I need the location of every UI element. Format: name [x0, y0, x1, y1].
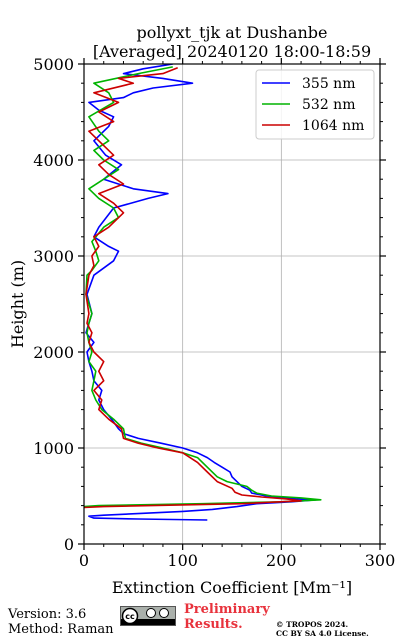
legend-label: 532 nm	[302, 97, 355, 113]
cc-badge-text: cc	[125, 612, 135, 621]
y-tick-label: 2000	[33, 343, 74, 362]
cc-by-sa-icon: cc	[120, 606, 176, 626]
plot-frame	[83, 63, 381, 545]
version-text: Version: 3.6	[8, 607, 87, 622]
preliminary-line1: Preliminary	[184, 602, 270, 617]
legend-label: 1064 nm	[302, 118, 364, 134]
legend-label: 355 nm	[302, 76, 355, 92]
legend-box	[255, 69, 375, 140]
x-tick-label: 100	[167, 551, 198, 570]
series-line-1064-nm	[84, 67, 302, 509]
y-tick-label: 1000	[33, 439, 74, 458]
y-tick-label: 0	[64, 535, 74, 554]
preliminary-line2: Results.	[184, 617, 243, 632]
x-tick-label: 0	[79, 551, 89, 570]
chart-subtitle: [Averaged] 20240120 18:00-18:59	[93, 42, 371, 61]
x-tick-label: 300	[365, 551, 396, 570]
chart-title: pollyxt_tjk at Dushanbe	[136, 23, 327, 42]
preliminary-results-label: Preliminary Results.	[184, 602, 270, 632]
copyright-line2: CC BY SA 4.0 License.	[276, 629, 369, 638]
legend: 355 nm 532 nm 1064 nm	[255, 69, 375, 140]
method-text: Method: Raman	[8, 622, 114, 637]
x-axis-label: Extinction Coefficient [Mm⁻¹]	[112, 578, 352, 597]
y-tick-label: 5000	[33, 55, 74, 74]
grid-lines	[84, 64, 380, 544]
cc-license-icon: cc	[121, 607, 175, 625]
x-tick-label: 200	[266, 551, 297, 570]
copyright-notice: © TROPOS 2024. CC BY SA 4.0 License.	[276, 620, 369, 638]
y-tick-label: 4000	[33, 151, 74, 170]
data-lines	[84, 64, 322, 521]
copyright-line1: © TROPOS 2024.	[276, 620, 349, 629]
y-axis-label: Height (m)	[8, 260, 27, 348]
y-tick-label: 3000	[33, 247, 74, 266]
series-line-532-nm	[84, 66, 322, 508]
